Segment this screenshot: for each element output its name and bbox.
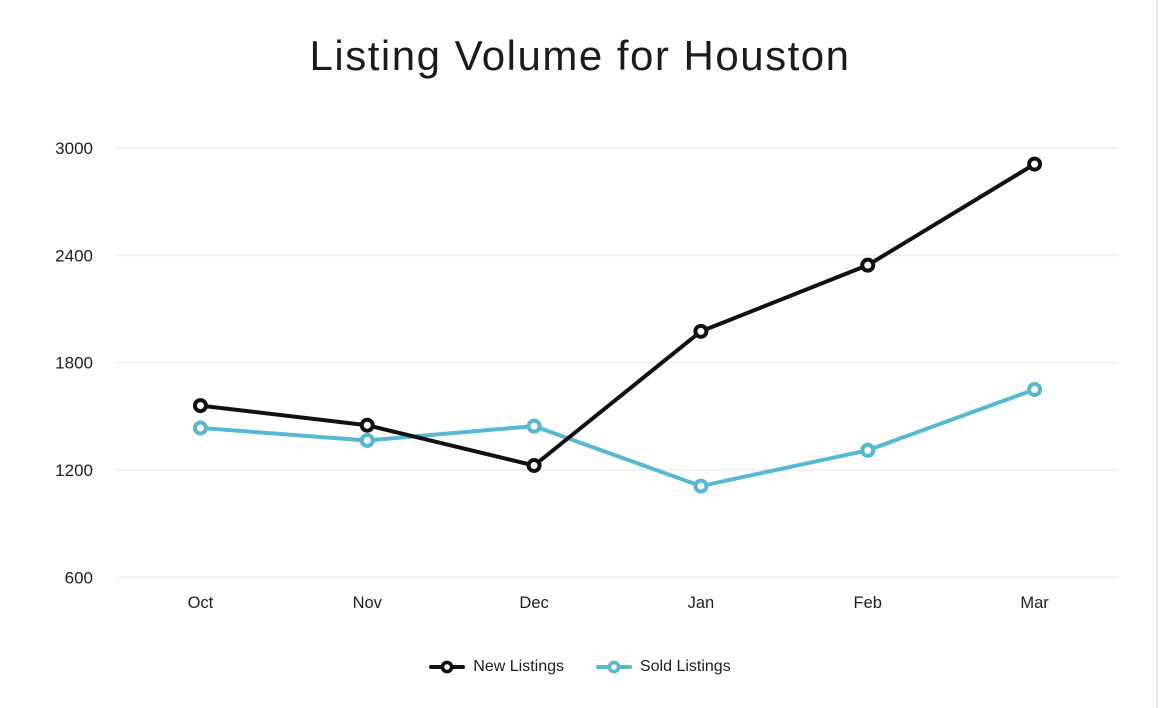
legend-item-new-listings[interactable]: New Listings	[429, 658, 564, 676]
data-point-sold-listings-oct	[192, 420, 208, 436]
series-line-new-listings	[198, 162, 1037, 468]
sold-listings-line-marker-icon	[595, 660, 632, 674]
y-axis-tick-label: 2400	[55, 246, 93, 265]
data-point-sold-listings-feb	[860, 442, 876, 458]
data-point-sold-listings-jan	[693, 478, 709, 494]
chart-legend: New Listings Sold Listings	[0, 658, 1160, 676]
legend-label-sold-listings: Sold Listings	[639, 658, 731, 675]
data-point-new-listings-mar	[1027, 156, 1043, 172]
series-line-sold-listings	[198, 387, 1037, 489]
data-point-new-listings-dec	[526, 458, 542, 474]
data-point-sold-listings-mar	[1027, 381, 1043, 397]
window-edge-line	[1156, 0, 1158, 708]
y-axis-tick-label: 600	[65, 568, 93, 587]
new-listings-line-marker-icon	[429, 660, 466, 674]
data-point-new-listings-feb	[860, 257, 876, 273]
data-point-new-listings-jan	[693, 323, 709, 339]
legend-label-new-listings: New Listings	[473, 658, 564, 675]
x-axis-tick-label: Oct	[188, 594, 214, 612]
legend-item-sold-listings[interactable]: Sold Listings	[595, 658, 731, 676]
data-point-new-listings-nov	[359, 417, 375, 433]
x-axis-tick-label: Dec	[519, 594, 548, 612]
data-point-sold-listings-dec	[526, 418, 542, 434]
y-axis-tick-label: 1200	[55, 461, 93, 480]
data-point-new-listings-oct	[192, 398, 208, 414]
x-axis-tick-label: Nov	[353, 594, 383, 612]
x-axis-tick-label: Mar	[1020, 594, 1049, 612]
x-axis-tick-label: Feb	[854, 594, 882, 612]
chart-title: Listing Volume for Houston	[309, 32, 851, 79]
x-axis-tick-label: Jan	[688, 594, 715, 612]
y-axis-tick-label: 3000	[55, 139, 93, 158]
data-point-sold-listings-nov	[359, 432, 375, 448]
y-axis-tick-label: 1800	[55, 354, 93, 373]
